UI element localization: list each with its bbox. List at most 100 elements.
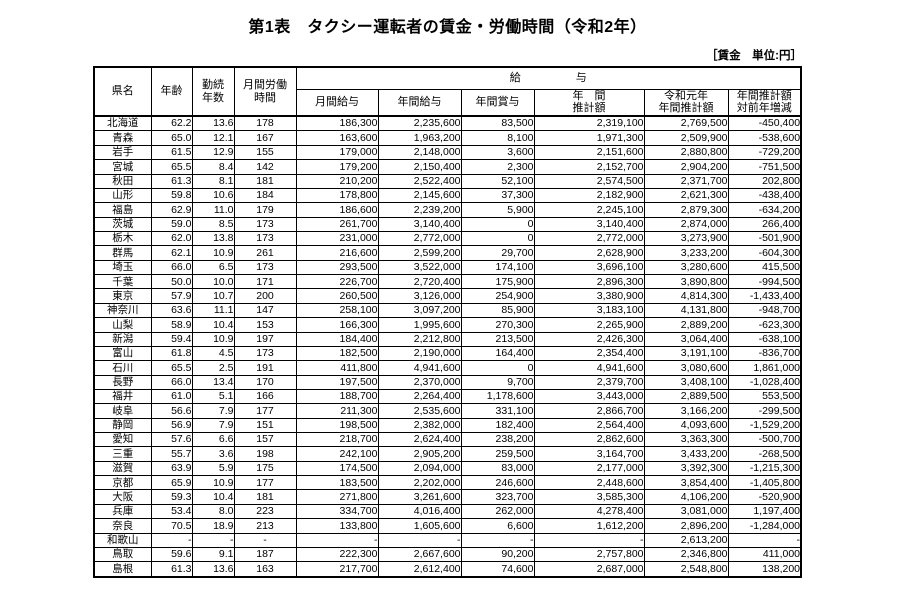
cell-annual-bonus: 182,400	[460, 417, 535, 434]
cell-tenure-years: 18.9	[191, 518, 235, 534]
cell-annual-bonus: 29,700	[460, 245, 535, 261]
cell-annual-bonus: 270,300	[460, 317, 535, 333]
header-reiwa1-line2: 年間推計額	[658, 102, 714, 115]
cell-monthly-salary: 258,100	[295, 302, 379, 319]
cell-prefecture: 大阪	[93, 489, 152, 505]
cell-yoy-change: -500,700	[727, 432, 802, 448]
cell-annual-estimate: 2,151,600	[533, 144, 645, 161]
cell-monthly-hours: 184	[233, 187, 297, 204]
cell-monthly-salary: 334,700	[295, 503, 379, 520]
cell-annual-estimate: 2,426,300	[533, 331, 645, 347]
cell-prefecture: 埼玉	[93, 259, 152, 276]
cell-reiwa1-annual-estimate: 2,874,000	[643, 216, 729, 233]
cell-prefecture: 鳥取	[93, 546, 152, 563]
cell-annual-salary: 2,239,200	[377, 202, 462, 218]
wage-table: 県名 年齢 勤続 年数 月間労働 時間 給 与 月間給与 年間給与 年間	[93, 66, 803, 578]
cell-tenure-years: 2.5	[191, 360, 235, 376]
cell-yoy-change: 1,197,400	[727, 503, 802, 520]
cell-annual-bonus: 323,700	[460, 489, 535, 505]
cell-yoy-change: -520,900	[727, 489, 802, 505]
cell-monthly-salary: 210,200	[295, 173, 379, 189]
cell-prefecture: 福島	[93, 202, 152, 218]
cell-yoy-change: -994,500	[727, 274, 802, 290]
cell-prefecture: 和歌山	[93, 532, 152, 548]
cell-monthly-salary: 411,800	[295, 360, 379, 376]
cell-annual-salary: 1,995,600	[377, 317, 462, 333]
header-reiwa1-line1: 令和元年	[664, 89, 708, 102]
cell-reiwa1-annual-estimate: 3,280,600	[643, 259, 729, 276]
cell-annual-salary: 3,097,200	[377, 302, 462, 319]
cell-reiwa1-annual-estimate: 3,273,900	[643, 230, 729, 247]
cell-annual-estimate: 2,379,700	[533, 374, 645, 390]
cell-prefecture: 長野	[93, 374, 152, 390]
cell-tenure-years: 10.7	[191, 288, 235, 304]
cell-yoy-change: -729,200	[727, 144, 802, 161]
cell-monthly-hours: 173	[233, 259, 297, 276]
cell-yoy-change: 553,500	[727, 388, 802, 405]
cell-prefecture: 奈良	[93, 518, 152, 534]
cell-reiwa1-annual-estimate: 2,896,200	[643, 518, 729, 534]
cell-annual-salary: 2,612,400	[377, 561, 462, 578]
cell-annual-estimate: 2,354,400	[533, 345, 645, 362]
cell-monthly-hours: 177	[233, 475, 297, 491]
cell-yoy-change: 415,500	[727, 259, 802, 276]
cell-monthly-hours: 191	[233, 360, 297, 376]
cell-age: 61.3	[150, 561, 193, 578]
cell-annual-salary: 2,522,400	[377, 173, 462, 189]
cell-prefecture: 兵庫	[93, 503, 152, 520]
cell-annual-estimate: 2,182,900	[533, 187, 645, 204]
table-row: 岐阜 56.6 7.9 177 211,300 2,535,600 331,100 2,866…	[93, 403, 802, 419]
table-row: 石川 65.5 2.5 191 411,800 4,941,600 0 4,941,600 3,…	[93, 360, 802, 376]
table-row: 神奈川 63.6 11.1 147 258,100 3,097,200 85,900 3,18…	[93, 302, 802, 319]
cell-reiwa1-annual-estimate: 3,854,400	[643, 475, 729, 491]
cell-yoy-change: -438,400	[727, 187, 802, 204]
cell-reiwa1-annual-estimate: 3,392,300	[643, 460, 729, 477]
cell-monthly-salary: 217,700	[295, 561, 379, 578]
header-change-line1: 年間推計額	[736, 89, 792, 102]
cell-prefecture: 福井	[93, 388, 152, 405]
cell-annual-estimate: 2,896,300	[533, 274, 645, 290]
cell-age: 57.6	[150, 432, 193, 448]
cell-reiwa1-annual-estimate: 2,879,300	[643, 202, 729, 218]
cell-annual-estimate: 2,862,600	[533, 432, 645, 448]
cell-monthly-salary: 188,700	[295, 388, 379, 405]
header-tenure-line1: 勤続	[202, 78, 224, 91]
cell-annual-estimate: 3,164,700	[533, 446, 645, 462]
cell-age: 66.0	[150, 259, 193, 276]
cell-reiwa1-annual-estimate: 3,890,800	[643, 274, 729, 290]
cell-monthly-salary: 179,200	[295, 159, 379, 175]
cell-annual-salary: 2,667,600	[377, 546, 462, 563]
cell-annual-bonus: 6,600	[460, 518, 535, 534]
cell-yoy-change: -538,600	[727, 130, 802, 146]
cell-tenure-years: 13.8	[191, 230, 235, 247]
cell-tenure-years: 6.6	[191, 432, 235, 448]
cell-annual-estimate: 1,612,200	[533, 518, 645, 534]
cell-annual-salary: 3,522,000	[377, 259, 462, 276]
cell-age: 66.0	[150, 374, 193, 390]
table-row: 山梨 58.9 10.4 153 166,300 1,995,600 270,300 2,26…	[93, 317, 802, 333]
cell-annual-bonus: 1,178,600	[460, 388, 535, 405]
cell-yoy-change: -1,028,400	[727, 374, 802, 390]
cell-yoy-change: -299,500	[727, 403, 802, 419]
cell-annual-bonus: 85,900	[460, 302, 535, 319]
cell-tenure-years: 8.1	[191, 173, 235, 189]
table-row: 三重 55.7 3.6 198 242,100 2,905,200 259,500 3,164…	[93, 446, 802, 462]
cell-yoy-change: -1,529,200	[727, 417, 802, 434]
cell-age: 62.1	[150, 245, 193, 261]
cell-monthly-hours: 175	[233, 460, 297, 477]
cell-monthly-hours: 181	[233, 173, 297, 189]
cell-reiwa1-annual-estimate: 2,346,800	[643, 546, 729, 563]
cell-prefecture: 京都	[93, 475, 152, 491]
cell-reiwa1-annual-estimate: 2,371,700	[643, 173, 729, 189]
cell-tenure-years: 13.4	[191, 374, 235, 390]
cell-annual-salary: 2,190,000	[377, 345, 462, 362]
cell-annual-bonus: 0	[460, 360, 535, 376]
cell-yoy-change: -450,400	[727, 115, 802, 132]
cell-annual-estimate: 2,772,000	[533, 230, 645, 247]
cell-monthly-salary: 163,600	[295, 130, 379, 146]
header-tenure: 勤続 年数	[191, 66, 235, 117]
cell-monthly-salary: 226,700	[295, 274, 379, 290]
cell-monthly-salary: -	[295, 532, 379, 548]
cell-yoy-change: -634,200	[727, 202, 802, 218]
cell-prefecture: 島根	[93, 561, 152, 578]
